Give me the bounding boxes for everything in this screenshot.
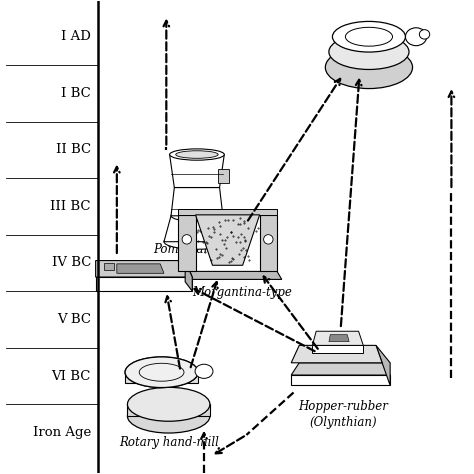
Polygon shape bbox=[291, 363, 390, 375]
Text: I BC: I BC bbox=[61, 87, 91, 100]
Ellipse shape bbox=[125, 357, 198, 388]
Polygon shape bbox=[104, 263, 115, 270]
Polygon shape bbox=[125, 372, 198, 383]
Ellipse shape bbox=[332, 21, 405, 52]
Polygon shape bbox=[185, 261, 192, 291]
Ellipse shape bbox=[325, 46, 412, 89]
Ellipse shape bbox=[405, 28, 427, 46]
Polygon shape bbox=[96, 261, 192, 277]
Text: Rotary hand-mill: Rotary hand-mill bbox=[118, 436, 219, 449]
Polygon shape bbox=[291, 375, 390, 385]
Ellipse shape bbox=[176, 151, 218, 158]
Polygon shape bbox=[312, 331, 363, 346]
Polygon shape bbox=[312, 346, 363, 354]
Polygon shape bbox=[260, 215, 277, 272]
Ellipse shape bbox=[419, 30, 430, 39]
Text: Morgantina-type: Morgantina-type bbox=[192, 286, 292, 300]
Ellipse shape bbox=[195, 364, 213, 378]
Polygon shape bbox=[171, 188, 223, 216]
Polygon shape bbox=[117, 264, 164, 273]
Ellipse shape bbox=[128, 387, 210, 421]
Text: Pompcian-type: Pompcian-type bbox=[153, 243, 241, 255]
Text: V BC: V BC bbox=[57, 313, 91, 326]
Polygon shape bbox=[170, 155, 224, 188]
Text: Hopper-rubber
(Olynthian): Hopper-rubber (Olynthian) bbox=[298, 400, 388, 428]
Ellipse shape bbox=[171, 210, 223, 221]
Polygon shape bbox=[178, 209, 277, 215]
Polygon shape bbox=[128, 404, 210, 416]
Polygon shape bbox=[178, 215, 196, 272]
Text: II BC: II BC bbox=[56, 143, 91, 156]
Text: IV BC: IV BC bbox=[52, 256, 91, 269]
Polygon shape bbox=[164, 216, 230, 242]
Ellipse shape bbox=[125, 357, 198, 388]
Polygon shape bbox=[376, 346, 390, 385]
Ellipse shape bbox=[329, 34, 409, 70]
Polygon shape bbox=[96, 277, 192, 291]
Polygon shape bbox=[291, 346, 382, 363]
Text: I AD: I AD bbox=[61, 30, 91, 43]
Polygon shape bbox=[196, 215, 260, 265]
Polygon shape bbox=[329, 335, 349, 342]
Circle shape bbox=[182, 235, 191, 244]
Ellipse shape bbox=[128, 399, 210, 433]
Circle shape bbox=[264, 235, 273, 244]
Text: Iron Age: Iron Age bbox=[33, 426, 91, 439]
Ellipse shape bbox=[164, 234, 230, 249]
Ellipse shape bbox=[170, 149, 224, 160]
Polygon shape bbox=[218, 169, 229, 183]
Text: III BC: III BC bbox=[50, 200, 91, 213]
Polygon shape bbox=[173, 272, 282, 279]
Text: VI BC: VI BC bbox=[52, 370, 91, 383]
